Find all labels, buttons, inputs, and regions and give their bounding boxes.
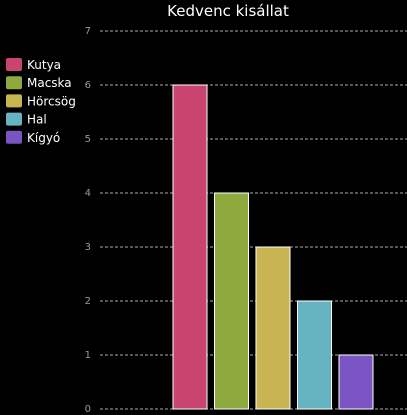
bar-hal[interactable] [297,300,332,410]
legend-item[interactable]: Kígyó [6,130,60,145]
y-tick-label: 7 [85,26,91,37]
legend-swatch [6,94,22,108]
legend-label: Kutya [27,58,61,72]
legend-label: Hal [27,113,47,127]
legend-item[interactable]: Hal [6,112,47,127]
legend-swatch [6,58,22,71]
legend-item[interactable]: Macska [6,76,72,90]
legend-swatch [6,76,22,90]
legend-swatch [6,112,22,126]
legend: Kutya Macska Hörcsög Hal Kígyó [6,58,76,145]
legend-label: Hörcsög [27,94,76,108]
y-tick-label: 6 [85,80,91,91]
y-tick-label: 3 [85,242,91,253]
legend-item[interactable]: Hörcsög [6,94,76,108]
bar-kígyó[interactable] [338,354,374,410]
bar-kutya[interactable] [172,84,208,410]
bars-layer [172,84,374,410]
y-tick-label: 0 [85,404,91,415]
y-tick-label: 1 [85,350,91,361]
legend-label: Kígyó [27,131,60,145]
legend-item[interactable]: Kutya [6,58,61,72]
y-tick-label: 4 [85,188,91,199]
y-tick-label: 2 [85,296,91,307]
bar-hörcsög[interactable] [255,246,291,410]
bar-macska[interactable] [214,192,249,410]
chart-title: Kedvenc kisállat [167,2,289,20]
y-tick-label: 5 [85,134,91,145]
grid-layer: 0 1 2 3 4 5 6 7 [85,26,407,415]
legend-label: Macska [27,76,72,90]
legend-swatch [6,130,22,144]
